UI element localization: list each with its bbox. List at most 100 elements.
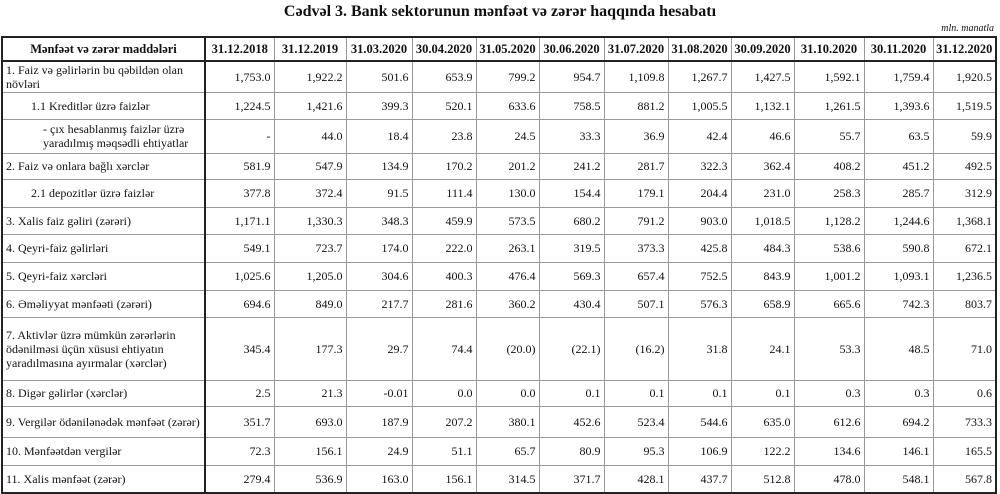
- cell-value: 1,427.5: [730, 60, 795, 93]
- cell-value: 672.1: [932, 233, 997, 263]
- cell-value: 95.3: [603, 436, 669, 466]
- column-header-date: 31.03.2020: [345, 36, 413, 62]
- cell-value: 111.4: [411, 178, 477, 208]
- cell-value: 177.3: [273, 316, 347, 381]
- cell-value: 693.0: [273, 405, 347, 438]
- cell-value: 345.4: [204, 316, 275, 381]
- profit-loss-table: Mənfəət və zərər maddələri 31.12.2018 31.1…: [1, 36, 997, 494]
- cell-value: 42.4: [667, 118, 732, 154]
- cell-value: 59.9: [932, 118, 997, 154]
- cell-value: 170.2: [411, 152, 477, 180]
- row-label: 2.1 depozitlər üzrə faizlər: [1, 178, 206, 208]
- cell-value: 501.6: [345, 60, 413, 93]
- cell-value: 658.9: [730, 289, 795, 318]
- column-header-date: 30.11.2020: [863, 36, 934, 62]
- cell-value: 279.4: [204, 464, 275, 494]
- cell-value: 65.7: [475, 436, 540, 466]
- cell-value: 569.3: [538, 261, 605, 291]
- cell-value: 1,759.4: [863, 60, 934, 93]
- cell-value: 1,753.0: [204, 60, 275, 93]
- cell-value: 134.6: [793, 436, 865, 466]
- cell-value: 478.0: [793, 464, 865, 494]
- table-row: 6. Əməliyyat mənfəəti (zərəri) 694.6 849.0…: [1, 289, 997, 318]
- cell-value: 803.7: [932, 289, 997, 318]
- table-row: 1.1 Kreditlər üzrə faizlər 1,224.5 1,421.6…: [1, 91, 997, 120]
- cell-value: 549.1: [204, 233, 275, 263]
- cell-value: 179.1: [603, 178, 669, 208]
- cell-value: 573.5: [475, 206, 540, 235]
- cell-value: 2.5: [204, 379, 275, 407]
- cell-value: 536.9: [273, 464, 347, 494]
- cell-value: 29.7: [345, 316, 413, 381]
- cell-value: 63.5: [863, 118, 934, 154]
- cell-value: 281.6: [411, 289, 477, 318]
- row-label: 4. Qeyri-faiz gəlirləri: [1, 233, 206, 263]
- cell-value: 312.9: [932, 178, 997, 208]
- cell-value: 0.3: [793, 379, 865, 407]
- table-row: 11. Xalis mənfəət (zərər) 279.4 536.9 163.0…: [1, 464, 997, 494]
- table-row: 9. Vergilər ödənilənədək mənfəət (zərər)…: [1, 405, 997, 438]
- cell-value: 348.3: [345, 206, 413, 235]
- cell-value: 380.1: [475, 405, 540, 438]
- cell-value: 106.9: [667, 436, 732, 466]
- cell-value: 437.7: [667, 464, 732, 494]
- cell-value: 1,920.5: [932, 60, 997, 93]
- cell-value: 1,132.1: [730, 91, 795, 120]
- cell-value: 0.1: [730, 379, 795, 407]
- cell-value: 612.6: [793, 405, 865, 438]
- cell-value: 163.0: [345, 464, 413, 494]
- cell-value: 201.2: [475, 152, 540, 180]
- column-header-date: 31.08.2020: [667, 36, 732, 62]
- cell-value: 1,018.5: [730, 206, 795, 235]
- cell-value: 322.3: [667, 152, 732, 180]
- cell-value: 24.5: [475, 118, 540, 154]
- column-header-date: 30.09.2020: [730, 36, 795, 62]
- table-row: 2.1 depozitlər üzrə faizlər 377.8 372.4 91.…: [1, 178, 997, 208]
- cell-value: 548.1: [863, 464, 934, 494]
- table-title: Cədvəl 3. Bank sektorunun mənfəət və zər…: [283, 3, 717, 20]
- cell-value: 18.4: [345, 118, 413, 154]
- cell-value: 694.2: [863, 405, 934, 438]
- cell-value: 154.4: [538, 178, 605, 208]
- cell-value: 1,330.3: [273, 206, 347, 235]
- cell-value: 408.2: [793, 152, 865, 180]
- cell-value: 304.6: [345, 261, 413, 291]
- cell-value: 373.3: [603, 233, 669, 263]
- table-row: 4. Qeyri-faiz gəlirləri 549.1 723.7 174.0 22…: [1, 233, 997, 263]
- cell-value: 207.2: [411, 405, 477, 438]
- column-header-date: 31.12.2019: [273, 36, 347, 62]
- cell-value: 1,109.8: [603, 60, 669, 93]
- cell-value: 400.3: [411, 261, 477, 291]
- cell-value: 146.1: [863, 436, 934, 466]
- cell-value: 351.7: [204, 405, 275, 438]
- cell-value: 903.0: [667, 206, 732, 235]
- cell-value: 1,001.2: [793, 261, 865, 291]
- row-label: 1.1 Kreditlər üzrə faizlər: [1, 91, 206, 120]
- cell-value: 222.0: [411, 233, 477, 263]
- cell-value: 452.6: [538, 405, 605, 438]
- table-row: 10. Mənfəətdən vergilər 72.3 156.1 24.9 51.1…: [1, 436, 997, 466]
- cell-value: 507.1: [603, 289, 669, 318]
- cell-value: 451.2: [863, 152, 934, 180]
- cell-value: 1,244.6: [863, 206, 934, 235]
- cell-value: 44.0: [273, 118, 347, 154]
- cell-value: 428.1: [603, 464, 669, 494]
- cell-value: 1,519.5: [932, 91, 997, 120]
- column-header-date: 31.05.2020: [475, 36, 540, 62]
- column-header-date: 31.12.2018: [204, 36, 275, 62]
- cell-value: 1,171.1: [204, 206, 275, 235]
- cell-value: -0.01: [345, 379, 413, 407]
- cell-value: 843.9: [730, 261, 795, 291]
- cell-value: 33.3: [538, 118, 605, 154]
- cell-value: 538.6: [793, 233, 865, 263]
- cell-value: (16.2): [603, 316, 669, 381]
- cell-value: 1,236.5: [932, 261, 997, 291]
- table-row: 1. Faiz və gəlirlərin bu qəbildən olan n…: [1, 60, 997, 93]
- table-row: 7. Aktivlər üzrə mümkün zərərlərin ödəni…: [1, 316, 997, 381]
- cell-value: 263.1: [475, 233, 540, 263]
- row-label: 3. Xalis faiz gəliri (zərəri): [1, 206, 206, 235]
- cell-value: 425.8: [667, 233, 732, 263]
- cell-value: 653.9: [411, 60, 477, 93]
- cell-value: 165.5: [932, 436, 997, 466]
- cell-value: 680.2: [538, 206, 605, 235]
